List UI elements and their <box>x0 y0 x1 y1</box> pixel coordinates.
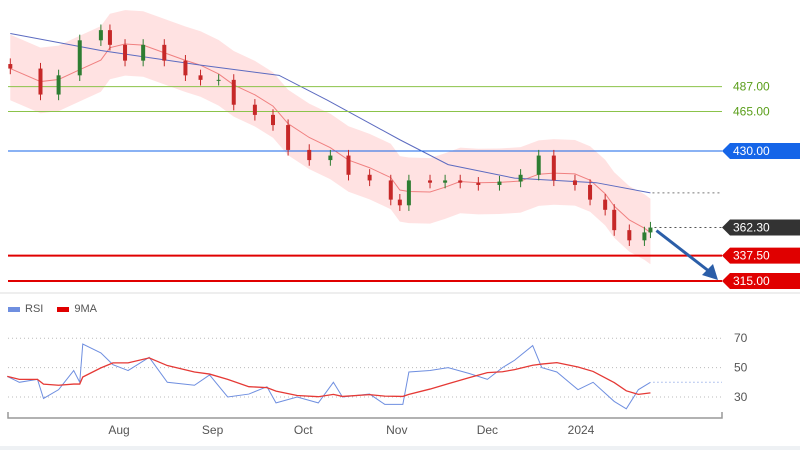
support-tag-label: 337.50 <box>733 249 770 263</box>
candle-body <box>388 180 393 200</box>
rsi-line <box>7 343 651 410</box>
candle-body <box>38 68 43 95</box>
support-tag <box>722 273 800 289</box>
x-tick-label: 2024 <box>568 423 595 437</box>
candle-body <box>98 30 103 41</box>
forecast-arrow <box>655 229 711 274</box>
x-tick-label: Aug <box>108 423 129 437</box>
x-tick-label: Dec <box>477 423 498 437</box>
resistance-label: 487.00 <box>733 80 770 94</box>
candle-body <box>536 155 541 175</box>
candle-body <box>56 75 61 95</box>
rsi-ma-line <box>7 357 651 398</box>
candle-body <box>346 155 351 175</box>
fast-moving-average <box>10 43 651 234</box>
last-tag-label: 362.30 <box>733 221 770 235</box>
bottom-bar <box>0 446 800 450</box>
candle-body <box>476 182 481 185</box>
candle-body <box>642 232 647 241</box>
candle-body <box>107 30 112 45</box>
candle-body <box>428 180 433 183</box>
x-axis <box>7 412 723 419</box>
candle-body <box>162 44 167 61</box>
candle-body <box>8 64 13 69</box>
forecast-arrow-head <box>702 264 718 280</box>
candle-body <box>627 230 632 241</box>
candle-body <box>252 104 257 115</box>
candle-body <box>286 125 291 150</box>
legend-rsi: RSI <box>8 303 43 315</box>
candle-body <box>141 44 146 61</box>
rsi-tick-label: 70 <box>734 331 748 345</box>
pivot-tag-label: 430.00 <box>733 144 770 158</box>
candle-body <box>443 180 448 183</box>
support-tag-label: 315.00 <box>733 274 770 288</box>
x-tick-label: Oct <box>294 423 313 437</box>
candle-body <box>497 181 502 185</box>
last-tag <box>722 219 800 236</box>
candle-body <box>216 79 221 81</box>
resistance-label: 465.00 <box>733 105 770 119</box>
candle-body <box>588 184 593 200</box>
candle-body <box>458 180 463 183</box>
candle-body <box>367 174 372 181</box>
x-tick-label: Nov <box>386 423 407 437</box>
candle-body <box>123 44 128 61</box>
candle-body <box>551 155 556 181</box>
candle-body <box>307 149 312 161</box>
rsi-tick-label: 50 <box>734 361 748 375</box>
candle-body <box>231 79 236 105</box>
candle-body <box>406 180 411 206</box>
candle-body <box>518 174 523 182</box>
candle-body <box>271 114 275 126</box>
pivot-tag <box>722 143 800 160</box>
rsi-tick-label: 30 <box>734 390 748 404</box>
candle-body <box>397 199 402 206</box>
candle-body <box>603 199 608 210</box>
rsi-legend: RSI 9MA <box>8 303 97 315</box>
candle-body <box>572 180 577 185</box>
legend-9ma: 9MA <box>57 303 97 315</box>
candle-body <box>612 209 617 231</box>
candle-body <box>198 75 203 80</box>
support-tag <box>722 247 800 264</box>
x-tick-label: Sep <box>202 423 224 437</box>
candle-body <box>648 227 653 233</box>
candle-body <box>183 60 188 76</box>
candle-body <box>328 155 333 161</box>
candle-body <box>77 40 82 76</box>
bollinger-band <box>10 10 651 265</box>
